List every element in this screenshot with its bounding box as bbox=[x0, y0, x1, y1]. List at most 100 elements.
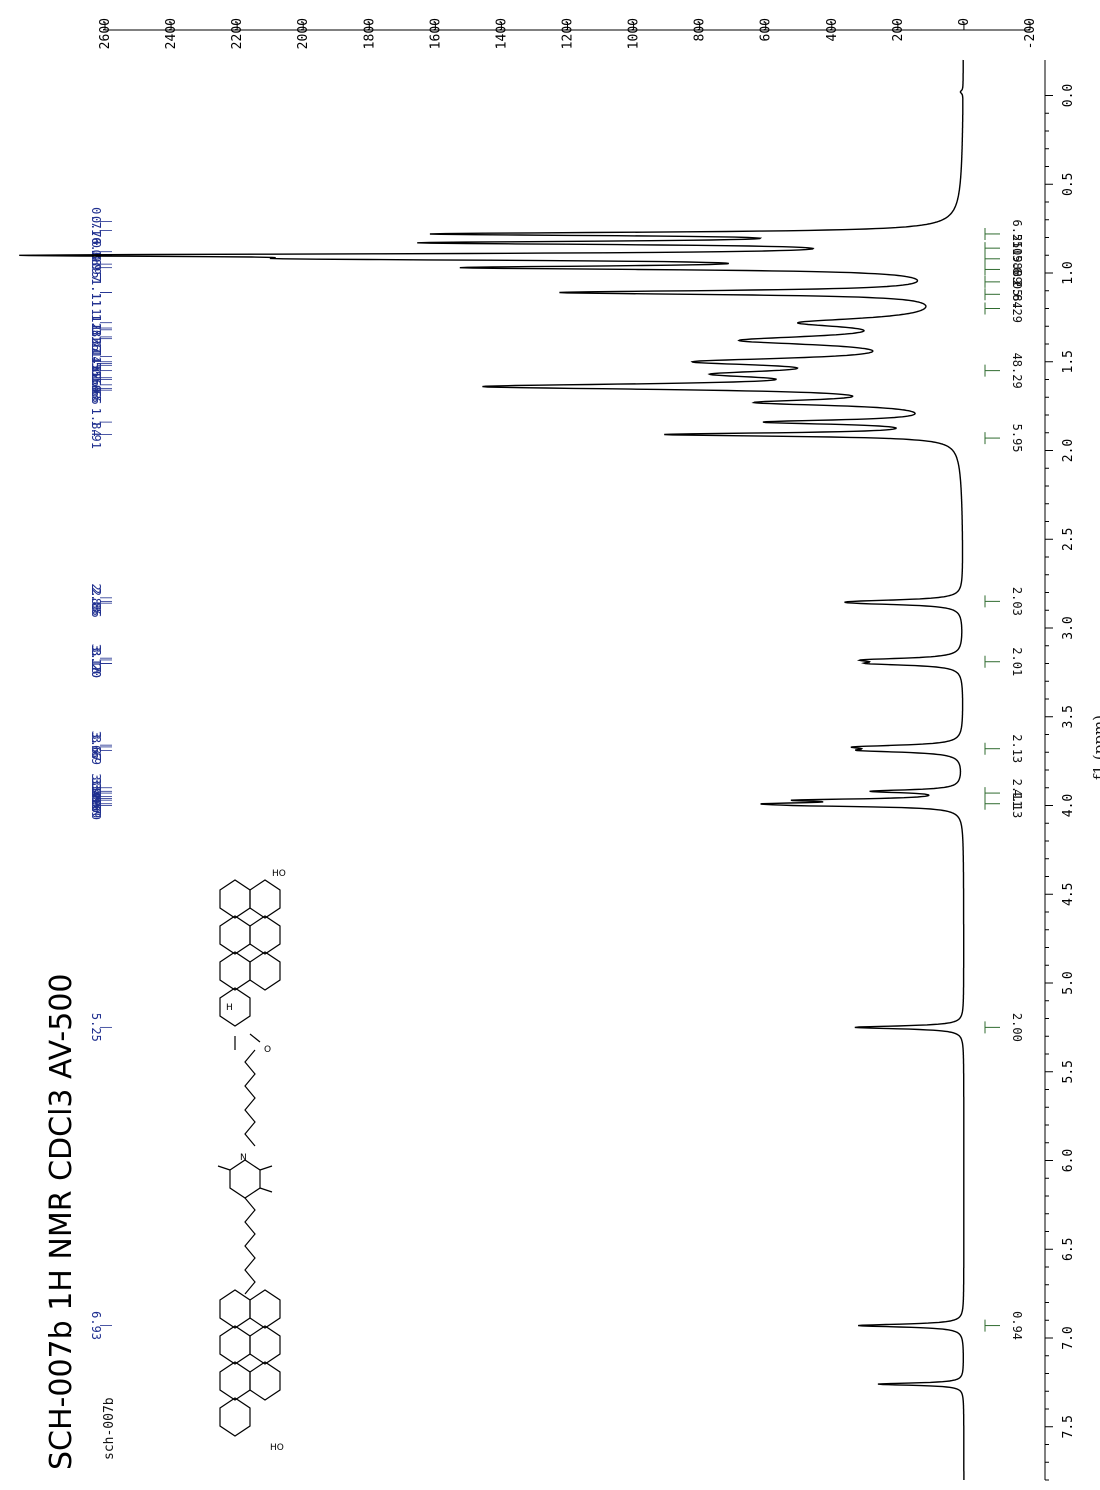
peak-label: 3.99 bbox=[89, 789, 103, 818]
intensity-tick-label: 2600 bbox=[98, 18, 113, 49]
ppm-tick-label: 2.5 bbox=[1061, 528, 1076, 551]
peak-label: 3.66 bbox=[89, 731, 103, 760]
ppm-axis: 0.0 0.5 1.0 1.5 2.0 2.5 3.0 3.5 4.0 4.5 5.0 5.5 6.0 6… bbox=[1044, 60, 1076, 1481]
x-axis-title: f1 (ppm) bbox=[1090, 715, 1100, 780]
peak-label: 1.63 bbox=[89, 370, 103, 399]
peak-label: 3.97 bbox=[89, 786, 103, 815]
intensity-tick-label: 1200 bbox=[561, 18, 576, 49]
peak-label: 1.36 bbox=[89, 322, 103, 351]
ester-oxygen-label: O bbox=[264, 1045, 271, 1055]
intensity-tick-label: 1400 bbox=[494, 18, 509, 49]
peak-label: 1.52 bbox=[89, 351, 103, 380]
peak-label: 2.85 bbox=[89, 587, 103, 616]
peak-label: 3.95 bbox=[89, 782, 103, 811]
peak-label: 5.25 bbox=[89, 1013, 103, 1042]
peak-label-group: 0.710.760.880.900.950.971.111.111.281.31… bbox=[89, 207, 112, 1340]
peak-label: 1.51 bbox=[89, 349, 103, 378]
intensity-tick-label: 0 bbox=[957, 18, 972, 26]
ppm-tick-label: 0.5 bbox=[1061, 173, 1076, 196]
integral-value: 6.05 bbox=[1010, 267, 1024, 296]
peak-label: 1.28 bbox=[89, 308, 103, 337]
peak-label: 1.59 bbox=[89, 363, 103, 392]
integral-value: 48.29 bbox=[1010, 353, 1024, 389]
intensity-tick-label: 1800 bbox=[362, 18, 377, 49]
ppm-tick-label: 7.0 bbox=[1061, 1326, 1076, 1349]
peak-label: 3.20 bbox=[89, 649, 103, 678]
integral-value: 5.09 bbox=[1010, 234, 1024, 263]
peak-label: 0.88 bbox=[89, 237, 103, 266]
peak-label: 0.95 bbox=[89, 250, 103, 279]
peak-label: 3.18 bbox=[89, 645, 103, 674]
peak-label: 3.93 bbox=[89, 779, 103, 808]
intensity-tick-label: 2400 bbox=[164, 18, 179, 49]
peak-label: 3.90 bbox=[89, 773, 103, 802]
hydroxyl-label-bottom: HO bbox=[270, 1443, 284, 1453]
hydroxyl-label-top: HO bbox=[272, 869, 286, 879]
peak-label: 1.50 bbox=[89, 347, 103, 376]
intensity-tick-label: 600 bbox=[759, 18, 774, 41]
peak-label: 3.92 bbox=[89, 777, 103, 806]
ppm-tick-label: 6.0 bbox=[1061, 1149, 1076, 1172]
peak-label: 1.84 bbox=[89, 408, 103, 437]
integral-value: 11.88 bbox=[1010, 241, 1024, 277]
peak-label: 3.69 bbox=[89, 736, 103, 765]
intensity-tick-label: -200 bbox=[1023, 18, 1038, 49]
intensity-tick-label: 200 bbox=[891, 18, 906, 41]
ppm-tick-label: 6.5 bbox=[1061, 1238, 1076, 1261]
peak-label: 3.67 bbox=[89, 732, 103, 761]
peak-label: 1.66 bbox=[89, 376, 103, 405]
peak-label: 0.76 bbox=[89, 216, 103, 245]
ppm-tick-label: 4.0 bbox=[1061, 794, 1076, 817]
integral-value: 2.11 bbox=[1010, 779, 1024, 808]
integral-value: 6.25 bbox=[1010, 219, 1024, 248]
intensity-tick-label: 1000 bbox=[627, 18, 642, 49]
integral-value: 6.29 bbox=[1010, 294, 1024, 323]
peak-label: 4.00 bbox=[89, 791, 103, 820]
page-title: SCH-007b 1H NMR CDCl3 AV-500 bbox=[44, 973, 79, 1470]
sample-label: sch-007b bbox=[102, 1397, 117, 1460]
ppm-tick-label: 1.5 bbox=[1061, 350, 1076, 373]
integral-value: 2.84 bbox=[1010, 280, 1024, 309]
peak-label: 6.93 bbox=[89, 1311, 103, 1340]
intensity-tick-label: 1600 bbox=[428, 18, 443, 49]
peak-label: 1.11 bbox=[89, 278, 103, 307]
integral-value: 2.00 bbox=[1010, 1013, 1024, 1042]
peak-label: 1.65 bbox=[89, 374, 103, 403]
integral-value: 2.01 bbox=[1010, 647, 1024, 676]
peak-label: 2.86 bbox=[89, 589, 103, 618]
intensity-tick-label: 2200 bbox=[230, 18, 245, 49]
ppm-tick-label: 5.5 bbox=[1061, 1060, 1076, 1083]
intensity-axis: -200 0 200 400 600 800 1000 1200 1400 1600 1800 200… bbox=[98, 18, 1038, 49]
peak-label: 1.31 bbox=[89, 314, 103, 343]
spectrum-trace bbox=[19, 59, 965, 1480]
ppm-tick-label: 3.0 bbox=[1061, 616, 1076, 639]
peak-label: 3.96 bbox=[89, 784, 103, 813]
chemical-structure: HO O N H HO bbox=[217, 869, 286, 1453]
integral-value: 4.13 bbox=[1010, 789, 1024, 818]
intensity-tick-label: 2000 bbox=[296, 18, 311, 49]
integral-value: 0.94 bbox=[1010, 1311, 1024, 1340]
integral-value: 2.13 bbox=[1010, 734, 1024, 763]
peak-label: 1.37 bbox=[89, 324, 103, 353]
ppm-tick-label: 7.5 bbox=[1061, 1415, 1076, 1438]
peak-label: 1.11 bbox=[89, 278, 103, 307]
ppm-tick-label: 5.0 bbox=[1061, 971, 1076, 994]
peak-label: 2.83 bbox=[89, 583, 103, 612]
peak-label: 3.17 bbox=[89, 644, 103, 673]
integral-value: 5.09 bbox=[1010, 255, 1024, 284]
integral-group: 6.255.0911.885.096.052.846.2948.295.952.… bbox=[984, 219, 1024, 1340]
integral-value: 2.03 bbox=[1010, 587, 1024, 616]
intensity-tick-label: 400 bbox=[825, 18, 840, 41]
ppm-tick-label: 2.0 bbox=[1061, 439, 1076, 462]
peak-label: 1.55 bbox=[89, 356, 103, 385]
peak-label: 0.97 bbox=[89, 253, 103, 282]
ppm-tick-label: 4.5 bbox=[1061, 883, 1076, 906]
ppm-tick-label: 0.0 bbox=[1061, 84, 1076, 107]
peak-label: 1.32 bbox=[89, 315, 103, 344]
ppm-tick-label: 3.5 bbox=[1061, 705, 1076, 728]
intensity-tick-label: 800 bbox=[693, 18, 708, 41]
ppm-tick-label: 1.0 bbox=[1061, 261, 1076, 284]
peak-label: 1.60 bbox=[89, 365, 103, 394]
integral-value: 5.95 bbox=[1010, 424, 1024, 453]
